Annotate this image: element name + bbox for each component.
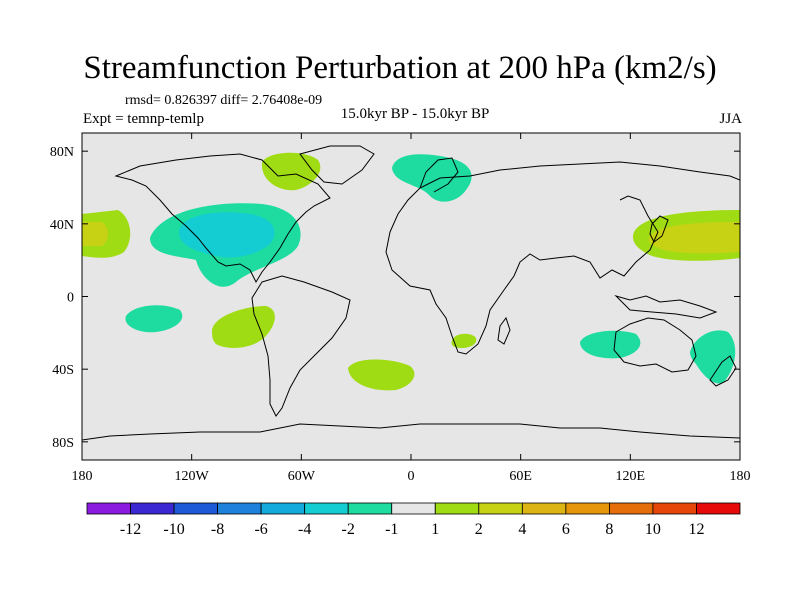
colorbar-label: -2 xyxy=(342,521,355,538)
colorbar-label: 1 xyxy=(431,521,439,538)
region-pacific-west-core xyxy=(648,222,740,254)
colorbar-label: -6 xyxy=(254,521,267,538)
lon-tick-label: 180 xyxy=(72,469,93,484)
colorbar-swatch xyxy=(696,502,741,515)
colorbar-swatch xyxy=(434,502,480,515)
lat-tick-label: 80N xyxy=(50,145,74,160)
colorbar-swatch xyxy=(478,502,523,515)
colorbar-label: 4 xyxy=(518,521,526,538)
colorbar-label: -12 xyxy=(120,521,141,538)
colorbar-swatch xyxy=(652,502,697,515)
lat-tick-label: 0 xyxy=(67,291,74,306)
colorbar-label: -1 xyxy=(385,521,398,538)
colorbar-label: -8 xyxy=(211,521,224,538)
region-indian-ocean-negative xyxy=(580,330,641,359)
colorbar-swatch xyxy=(130,502,175,515)
region-south-atlantic-positive xyxy=(348,359,415,391)
stats-label: rmsd= 0.826397 diff= 2.76408e-09 xyxy=(125,93,323,108)
region-south-pacific-positive xyxy=(212,306,275,348)
period-label: 15.0kyr BP - 15.0kyr BP xyxy=(340,106,490,122)
coast-europe-africa xyxy=(385,161,740,355)
latitude-axis: 80N 40N 0 40S 80S xyxy=(50,145,740,451)
coast-australia xyxy=(613,317,697,373)
longitude-axis: 180 120W 60W 0 60E 120E 180 xyxy=(72,133,751,484)
colorbar-swatch xyxy=(521,502,567,515)
coastlines xyxy=(82,145,740,441)
region-scandinavia-negative xyxy=(392,154,472,202)
region-south-africa-positive xyxy=(451,333,477,348)
colorbar-swatch xyxy=(347,502,393,515)
lon-tick-label: 120W xyxy=(175,469,210,484)
lat-tick-label: 80S xyxy=(52,436,74,451)
coast-japan xyxy=(649,215,669,243)
region-pacific-east-core xyxy=(82,222,108,246)
colorbar-swatch xyxy=(391,502,436,515)
chart-title: Streamfunction Perturbation at 200 hPa (… xyxy=(83,50,717,86)
map-background xyxy=(82,133,740,460)
colorbar-label: 2 xyxy=(475,521,483,538)
coast-new-zealand xyxy=(709,355,737,387)
colorbar: -12 -10 -8 -6 -4 -2 -1 1 2 4 6 8 10 12 xyxy=(86,502,741,538)
coast-north-america xyxy=(114,153,331,284)
region-pacific-equator-negative xyxy=(125,305,183,333)
colorbar-swatch xyxy=(260,502,306,515)
colorbar-label: -10 xyxy=(163,521,184,538)
colorbar-swatch xyxy=(304,502,349,515)
colorbar-label: -4 xyxy=(298,521,311,538)
region-north-america-core xyxy=(178,212,275,258)
region-australia-east-negative xyxy=(690,330,736,384)
colorbar-swatch xyxy=(86,502,131,515)
lat-tick-label: 40N xyxy=(50,218,74,233)
colorbar-label: 6 xyxy=(562,521,570,538)
colorbar-swatch xyxy=(217,502,262,515)
coast-madagascar xyxy=(497,316,511,345)
lon-tick-label: 120E xyxy=(616,469,646,484)
coast-south-america xyxy=(251,275,351,417)
anomaly-field xyxy=(82,152,740,391)
colorbar-swatch xyxy=(565,502,610,515)
experiment-label: Expt = temnp-temlp xyxy=(83,111,204,127)
coast-scandinavia xyxy=(419,157,459,193)
coast-antarctica xyxy=(82,423,740,441)
coast-southeast-asia xyxy=(614,294,718,319)
coast-greenland xyxy=(299,145,375,185)
colorbar-swatch xyxy=(609,502,654,515)
lon-tick-label: 180 xyxy=(730,469,751,484)
colorbar-label: 10 xyxy=(645,521,661,538)
lon-tick-label: 60W xyxy=(288,469,316,484)
colorbar-swatch xyxy=(173,502,218,515)
colorbar-label: 8 xyxy=(605,521,613,538)
lat-tick-label: 40S xyxy=(52,363,74,378)
season-label: JJA xyxy=(719,111,742,127)
lon-tick-label: 0 xyxy=(408,469,415,484)
colorbar-label: 12 xyxy=(688,521,704,538)
lon-tick-label: 60E xyxy=(509,469,532,484)
